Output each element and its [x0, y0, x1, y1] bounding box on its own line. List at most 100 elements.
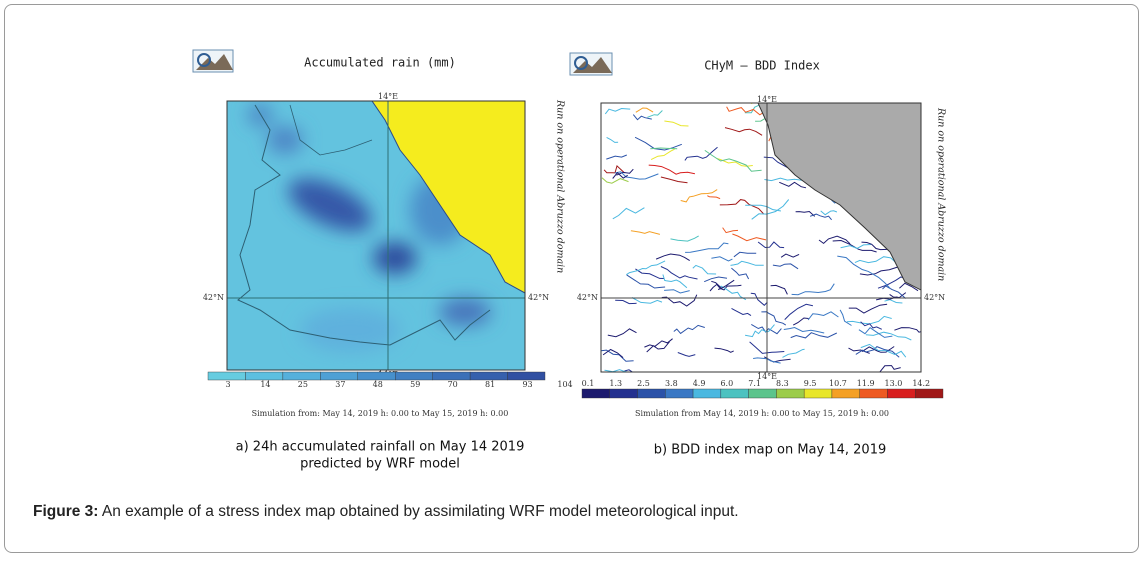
colorbar-segment — [803, 388, 833, 399]
river — [879, 365, 901, 372]
river — [704, 149, 762, 172]
subcaption: b) BDD index map on May 14, 2019 — [654, 443, 886, 458]
river — [780, 253, 800, 258]
river — [616, 168, 634, 176]
river — [884, 299, 903, 304]
logo — [192, 49, 234, 73]
river — [692, 264, 717, 275]
bdd-map — [601, 103, 921, 372]
colorbar-segment — [720, 388, 749, 399]
river — [782, 348, 805, 358]
colorbar-label: 14.2 — [912, 379, 930, 388]
river — [859, 266, 898, 276]
river — [615, 299, 637, 305]
colorbar-segment — [609, 388, 638, 399]
river — [704, 276, 728, 283]
map-border — [226, 100, 526, 371]
river — [790, 332, 838, 339]
colorbar-label: 8.3 — [776, 379, 789, 388]
colorbar-label: 0.1 — [582, 379, 595, 388]
colorbar-label: 9.5 — [804, 379, 817, 388]
colorbar-label: 104 — [557, 380, 572, 389]
river — [711, 279, 735, 289]
colorbar-label: 3 — [225, 380, 230, 389]
colorbar-segment — [469, 371, 508, 381]
figure-image: Accumulated rain (mm) CHyM – BDD Index R… — [176, 23, 971, 487]
river — [650, 147, 678, 150]
river — [772, 263, 799, 270]
river — [848, 303, 888, 314]
river — [661, 294, 698, 307]
lat-label: 42°N — [924, 293, 945, 302]
river — [711, 256, 733, 262]
river — [795, 210, 816, 217]
river — [626, 260, 666, 276]
river — [673, 324, 705, 335]
river — [882, 285, 907, 299]
colorbar: 3 14 25 37 48 59 70 81 93 104 — [207, 371, 573, 389]
subcaption: a) 24h accumulated rainfall on May 14 20… — [236, 440, 525, 455]
river — [745, 204, 781, 212]
river — [606, 136, 619, 143]
river — [631, 297, 663, 304]
colorbar-segment — [859, 388, 888, 399]
lat-label: 42°N — [577, 293, 598, 302]
river — [670, 235, 699, 242]
side-text: Run on operational Abruzzo domain — [936, 107, 947, 281]
colorbar-segment — [357, 371, 396, 381]
lon-label: 14°E — [757, 372, 777, 381]
colorbar-segment — [831, 388, 860, 399]
river — [860, 321, 883, 330]
colorbar-label: 93 — [522, 380, 532, 389]
map-title: Accumulated rain (mm) — [304, 56, 456, 70]
colorbar-segment — [395, 371, 433, 381]
river — [751, 323, 782, 335]
side-text: Run on operational Abruzzo domain — [555, 99, 566, 273]
river — [714, 347, 734, 353]
colorbar-label: 1.3 — [609, 379, 622, 388]
river — [709, 283, 722, 292]
river — [720, 285, 747, 301]
river — [660, 266, 698, 280]
river — [630, 230, 661, 235]
colorbar-segment — [692, 388, 722, 399]
colorbar-label: 11.9 — [857, 379, 875, 388]
lat-label: 42°N — [528, 293, 549, 302]
river — [604, 369, 630, 372]
river — [717, 284, 742, 291]
map-title: CHyM – BDD Index — [704, 59, 820, 73]
simulation-text: Simulation from May 14, 2019 h: 0.00 to … — [635, 409, 889, 418]
colorbar-label: 81 — [485, 380, 495, 389]
river — [731, 307, 752, 317]
lon-label: 14°E — [757, 95, 777, 104]
river — [660, 176, 688, 184]
river — [604, 107, 631, 115]
river — [894, 327, 921, 333]
colorbar-label: 6.0 — [720, 379, 733, 388]
river — [840, 244, 872, 249]
colorbar-segment — [887, 388, 916, 399]
caption-text: An example of a stress index map obtaine… — [98, 503, 739, 520]
colorbar-label: 37 — [335, 380, 345, 389]
river — [602, 348, 624, 358]
river — [664, 289, 690, 294]
river — [614, 171, 659, 180]
river — [647, 110, 663, 118]
colorbar-segment — [207, 371, 246, 381]
river — [807, 311, 839, 321]
river — [607, 328, 637, 338]
river — [624, 369, 634, 372]
river — [730, 260, 764, 266]
river — [707, 195, 721, 200]
river — [606, 154, 627, 160]
river — [626, 274, 666, 289]
river — [733, 251, 757, 258]
colorbar-segment — [320, 371, 358, 381]
river — [726, 106, 764, 116]
colorbar-segment — [507, 371, 546, 381]
figure-caption: Figure 3: An example of a stress index m… — [33, 503, 739, 521]
caption-label: Figure 3: — [33, 503, 99, 520]
river — [751, 199, 790, 220]
river — [634, 136, 682, 151]
river — [860, 343, 907, 358]
